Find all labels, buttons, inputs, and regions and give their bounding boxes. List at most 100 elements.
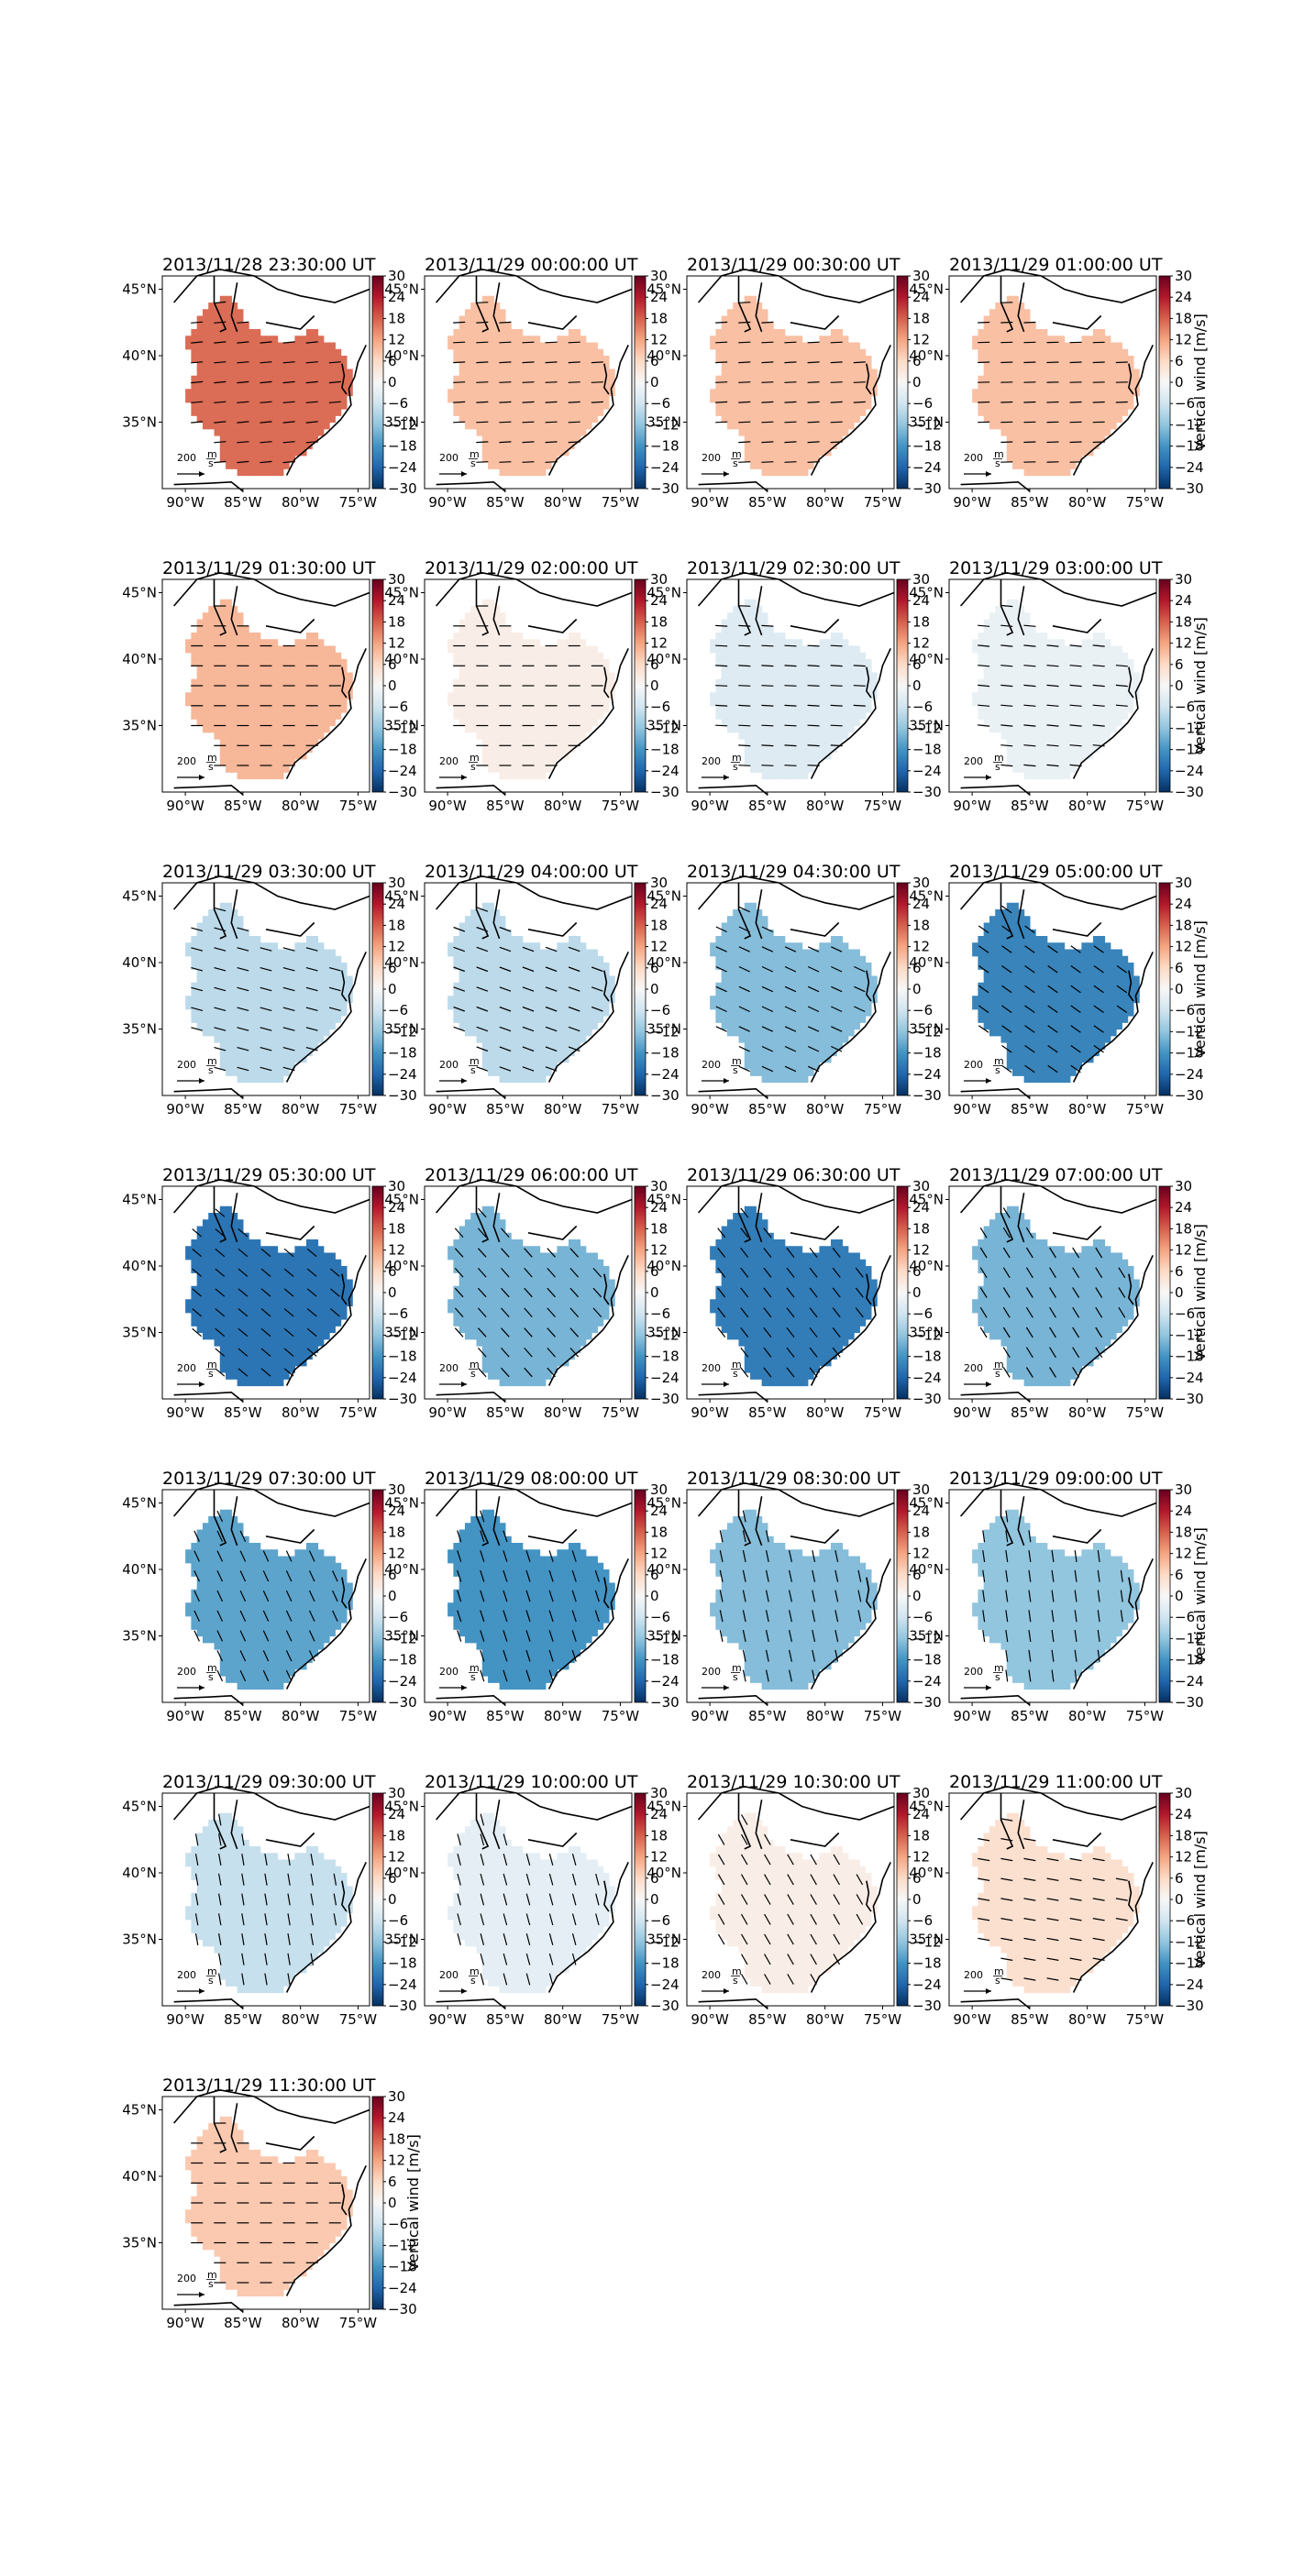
wind-cell [790,389,797,397]
wind-cell [516,652,524,660]
wind-cell [1046,422,1054,430]
wind-cell [761,356,768,363]
wind-cell [300,725,307,733]
wind-cell [476,382,483,390]
wind-cell [562,382,569,390]
wind-cell [539,692,547,700]
wind-cell [539,375,547,383]
wind-cell [511,712,518,720]
wind-cell [464,625,471,633]
wind-cell [1053,395,1059,403]
wind-cell [266,1042,272,1050]
wind-cell [1058,752,1066,760]
wind-cell [305,645,313,654]
wind-cell [196,389,204,397]
wind-cell [260,1049,267,1057]
wind-cell [202,389,209,397]
wind-cell [528,699,535,707]
lat-tick-label: 40°N [122,651,157,667]
wind-cell [721,315,728,324]
wind-cell [1053,732,1059,740]
wind-cell [842,369,849,377]
wind-cell [1064,409,1071,416]
wind-cell [493,309,501,317]
wind-cell [773,468,780,477]
wind-cell [824,692,832,700]
wind-cell [1110,699,1117,707]
wind-cell [277,645,284,654]
wind-cell [1110,395,1117,403]
wind-cell [242,652,249,660]
wind-cell [260,705,267,713]
wind-cell [488,295,494,303]
wind-cell [1029,745,1036,754]
wind-cell [511,765,518,773]
wind-cell [801,752,809,760]
wind-cell [266,1035,272,1043]
wind-cell [796,745,803,754]
wind-cell [568,415,575,424]
wind-cell [226,745,232,754]
wind-cell [453,389,460,397]
wind-cell [1000,315,1008,324]
wind-vector [715,421,728,424]
wind-cell [202,619,209,627]
wind-cell [534,428,541,436]
wind-cell [721,678,728,687]
wind-cell [790,699,797,707]
wind-cell [208,409,216,416]
wind-cell [271,382,279,390]
wind-cell [557,686,564,693]
wind-cell [813,362,820,370]
wind-cell [294,362,302,370]
wind-cell [1012,752,1019,760]
wind-cell [1029,422,1036,430]
wind-cell [305,712,313,720]
wind-cell [214,612,221,621]
wind-cell [1053,442,1059,450]
wind-cell [464,402,471,410]
wind-cell [738,625,746,633]
coastline [790,618,840,633]
wind-cell [226,633,232,640]
wind-cell [989,678,996,687]
wind-cell [807,415,814,424]
wind-cell [202,329,209,336]
coastline [341,666,348,699]
wind-cell [807,362,814,370]
wind-cell [1006,409,1013,416]
wind-cell [557,639,564,647]
wind-cell [242,678,249,687]
wind-cell [1023,342,1031,350]
wind-cell [859,705,867,713]
wind-cell [1000,612,1008,621]
wind-cell [1058,442,1066,450]
wind-vector [738,765,751,766]
wind-cell [493,329,501,336]
wind-cell [568,732,575,740]
wind-cell [242,699,249,707]
colorbar-tick-label: 0 [912,677,922,694]
wind-cell [277,395,284,403]
wind-cell [1076,705,1082,713]
wind-cell [459,362,466,370]
wind-cell [219,672,227,680]
wind-cell [511,442,518,450]
wind-cell [1023,369,1031,377]
wind-cell [790,462,797,469]
colorbar-tick-label: 6 [912,656,922,673]
wind-cell [545,348,552,357]
wind-cell [568,362,575,370]
wind-cell [744,752,751,760]
wind-cell [254,739,261,746]
wind-vector [715,624,728,627]
wind-cell [191,678,198,687]
wind-cell [1035,468,1043,477]
wind-cell [226,422,232,430]
wind-cell [562,409,569,416]
wind-cell [989,705,996,713]
wind-cell [237,1035,244,1043]
wind-cell [1099,666,1106,674]
wind-cell [756,342,763,350]
wind-cell [796,468,803,477]
